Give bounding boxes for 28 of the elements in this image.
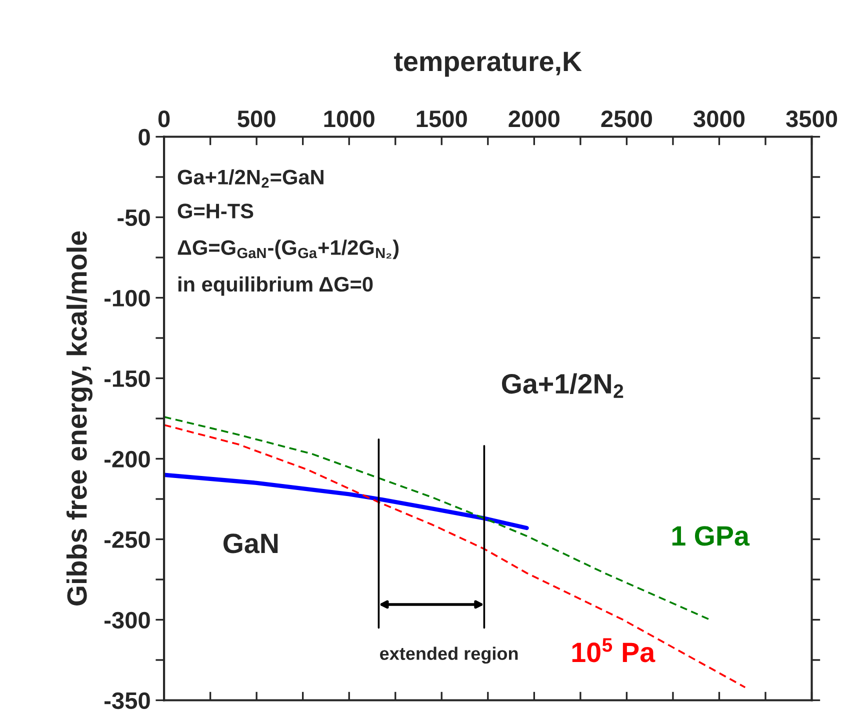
y-tick-label: -50: [118, 209, 150, 226]
annotation: Ga+1/2N$_{2}$=GaN: [178, 169, 324, 188]
y-tick-label: -200: [104, 450, 150, 468]
x-tick-label: 2500: [601, 110, 652, 128]
y-tick-label: -150: [104, 370, 150, 388]
x-tick-label: 1000: [324, 110, 374, 128]
x-axis-title: temperature,K: [394, 52, 582, 77]
series-label: 10$^{5}$ Pa: [572, 638, 656, 662]
annotation: Ga+1/2N$_{2}$: [502, 373, 624, 398]
annotation: ΔG=G$_{GaN}$-(G$_{Ga}$+1/2G$_{N₂}$): [178, 240, 399, 260]
y-tick-label: -100: [104, 290, 150, 307]
x-tick-label: 1500: [416, 110, 467, 128]
x-tick-label: 2000: [508, 110, 560, 128]
y-tick-label: -350: [104, 692, 150, 710]
x-tick-label: 3000: [694, 110, 745, 128]
x-tick-label: 0: [158, 110, 170, 128]
annotation: extended region: [380, 646, 518, 664]
y-tick-label: -250: [104, 531, 150, 548]
annotation: G=H-TS: [178, 204, 254, 218]
y-axis-title: Gibbs free energy, kcal/mole: [66, 231, 92, 606]
annotation: in equilibrium ΔG=0: [178, 276, 373, 296]
series-label: 1 GPa: [672, 526, 750, 546]
line-series: [164, 472, 529, 530]
y-tick-label: 0: [138, 128, 150, 146]
x-tick-label: 3500: [786, 110, 838, 128]
annotation: GaN: [223, 534, 278, 554]
x-tick-label: 500: [238, 110, 276, 128]
y-tick-label: -300: [104, 612, 150, 629]
